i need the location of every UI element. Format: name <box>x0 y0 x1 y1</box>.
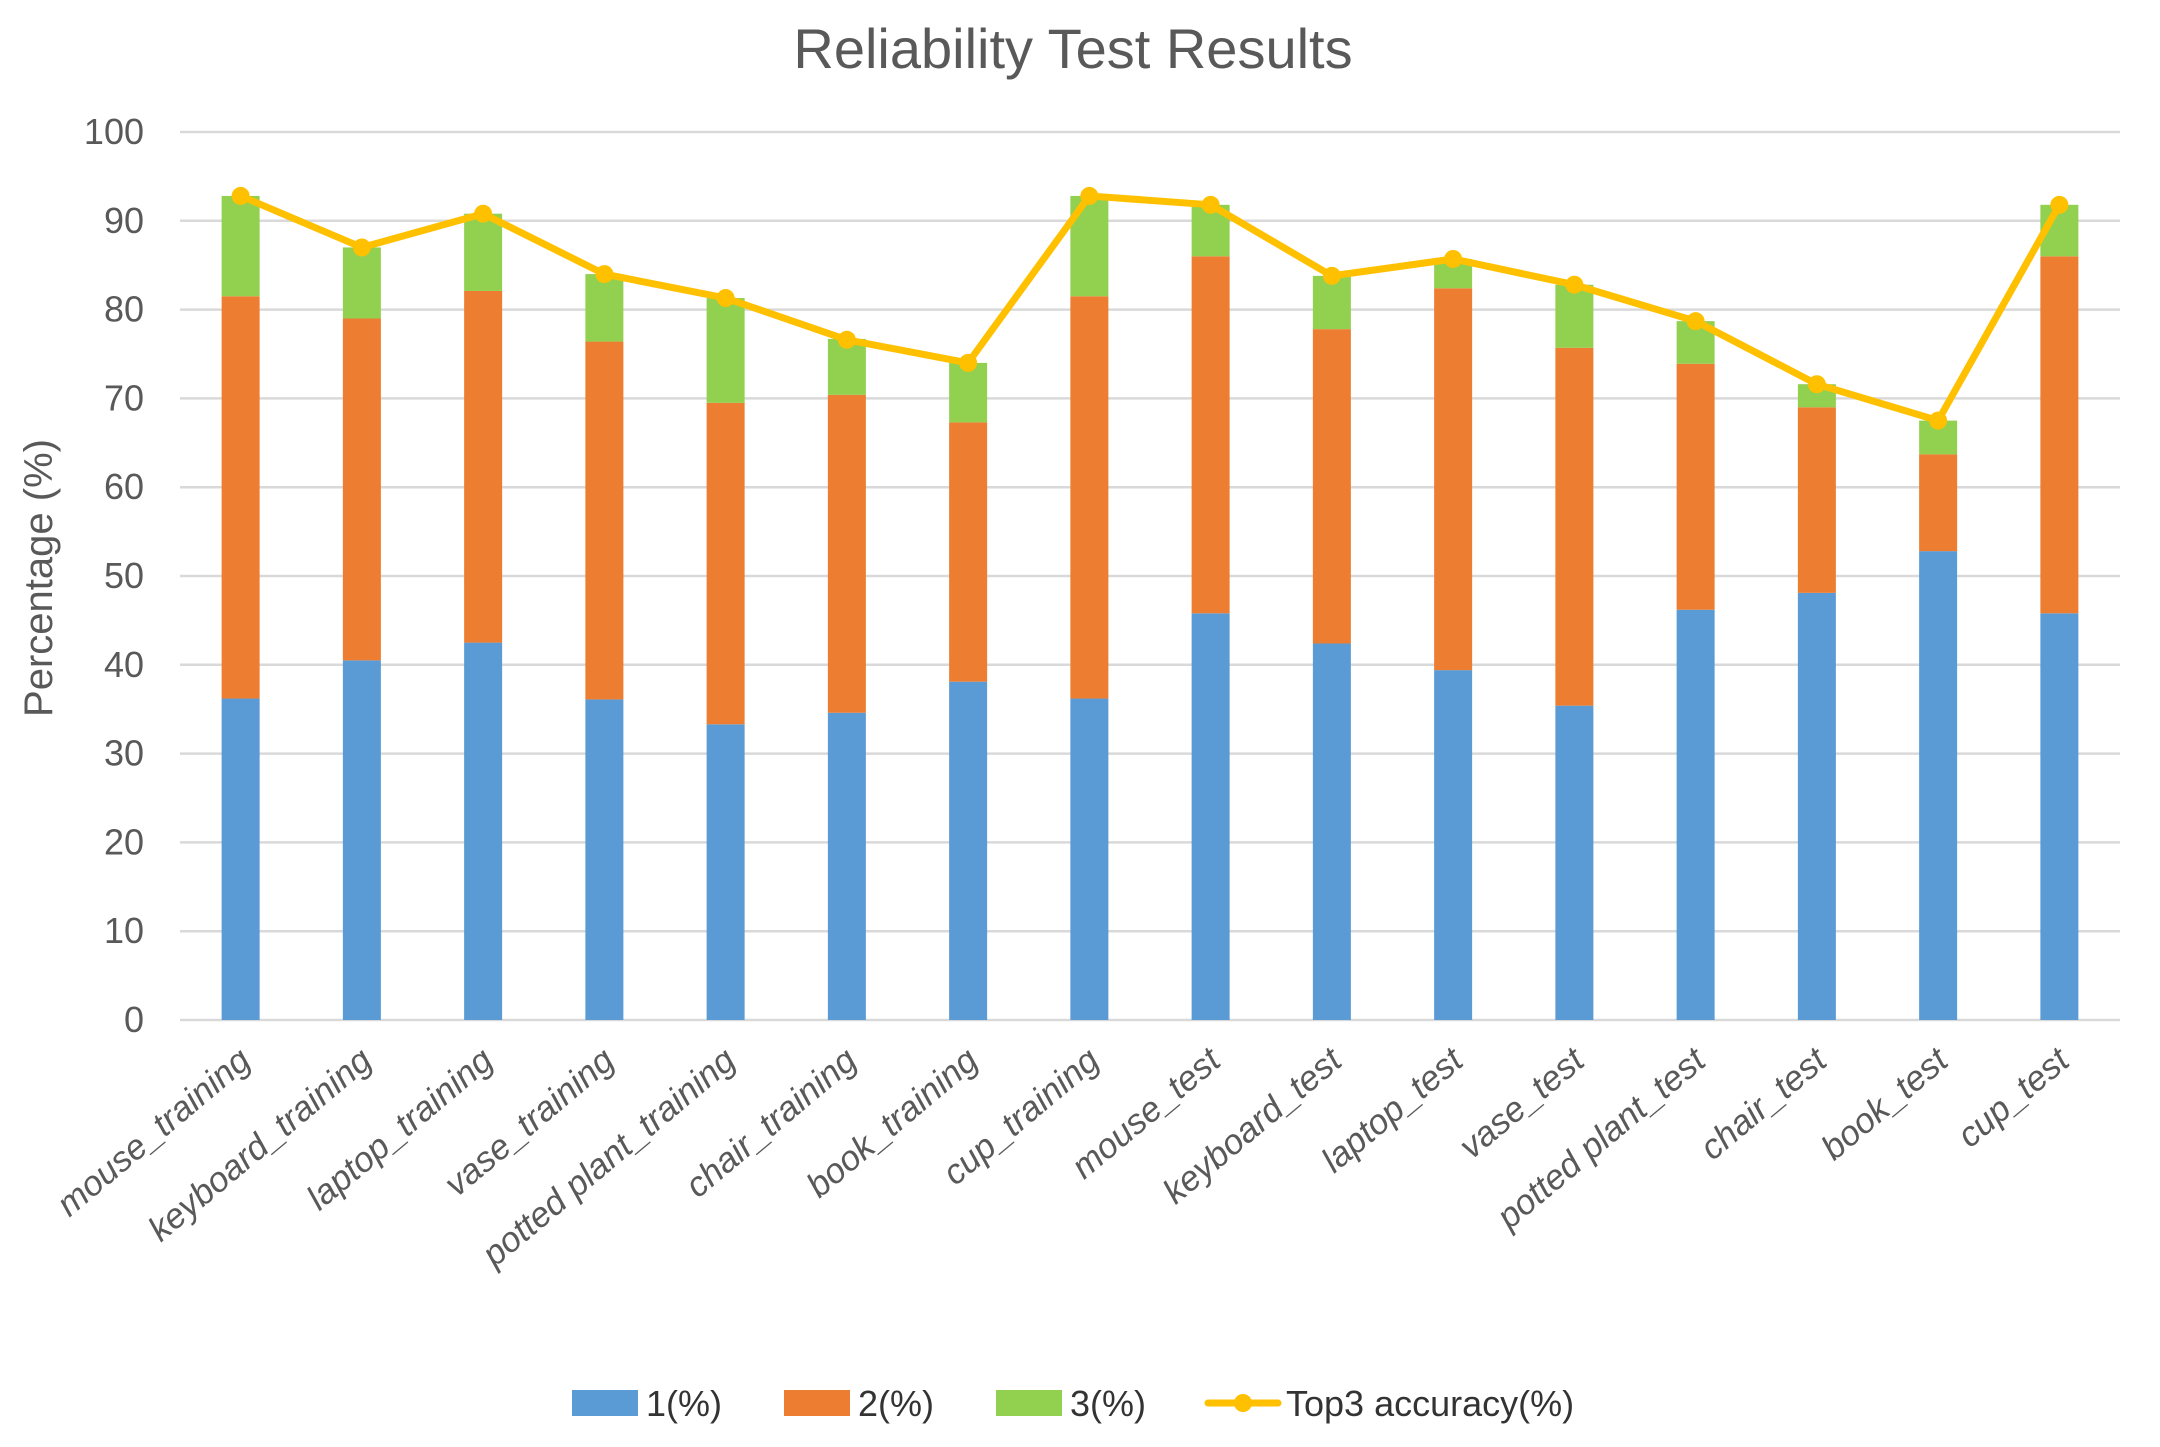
y-tick-label: 90 <box>104 200 144 241</box>
top3-accuracy-point-7 <box>1080 186 1099 205</box>
top3-accuracy-point-11 <box>1565 275 1584 294</box>
bar-series1-10 <box>1434 670 1473 1020</box>
bar-series2-15 <box>2040 256 2079 614</box>
legend: 1(%) 2(%) 3(%) Top3 accuracy(%) <box>572 1383 1574 1424</box>
bar-series1-2 <box>464 642 503 1020</box>
bar-series2-8 <box>1191 256 1230 614</box>
top3-accuracy-point-4 <box>716 289 735 308</box>
top3-accuracy-point-6 <box>959 353 978 372</box>
bar-series1-11 <box>1555 705 1594 1020</box>
bar-series2-5 <box>827 394 866 713</box>
bar-series1-1 <box>342 660 381 1020</box>
gridlines <box>180 130 2120 1022</box>
y-tick-label: 20 <box>104 821 144 862</box>
bar-series1-6 <box>949 681 988 1020</box>
bar-series2-12 <box>1676 363 1715 610</box>
bar-series2-9 <box>1312 329 1351 644</box>
legend-label: Top3 accuracy(%) <box>1286 1383 1574 1424</box>
y-tick-label: 100 <box>84 111 144 152</box>
top3-accuracy-point-0 <box>231 186 250 205</box>
bar-series1-15 <box>2040 613 2079 1020</box>
y-tick-label: 30 <box>104 733 144 774</box>
y-tick-label: 70 <box>104 377 144 418</box>
bar-series2-7 <box>1070 296 1109 699</box>
y-tick-label: 40 <box>104 644 144 685</box>
bar-series1-8 <box>1191 613 1230 1020</box>
bar-series1-13 <box>1797 592 1836 1020</box>
line-series <box>231 186 2069 430</box>
bar-series1-7 <box>1070 698 1109 1020</box>
top3-accuracy-point-9 <box>1322 266 1341 285</box>
bar-series2-6 <box>949 422 988 682</box>
bar-series1-14 <box>1919 551 1958 1020</box>
bar-series2-14 <box>1919 454 1958 552</box>
bar-series1-4 <box>706 724 745 1020</box>
bar-series1-3 <box>585 699 624 1020</box>
legend-label: 2(%) <box>858 1383 934 1424</box>
top3-accuracy-point-3 <box>595 265 614 284</box>
bar-series2-4 <box>706 402 745 725</box>
top3-accuracy-point-5 <box>837 330 856 349</box>
legend-label: 1(%) <box>646 1383 722 1424</box>
bar-series3-1 <box>342 247 381 319</box>
bar-series1-9 <box>1312 643 1351 1020</box>
top3-accuracy-point-2 <box>474 204 493 223</box>
bar-series3-6 <box>949 362 988 423</box>
bar-series <box>221 195 2079 1020</box>
y-tick-label: 10 <box>104 910 144 951</box>
top3-accuracy-point-10 <box>1444 249 1463 268</box>
bar-series3-2 <box>464 213 503 291</box>
bar-series3-0 <box>221 195 260 297</box>
bar-series2-11 <box>1555 347 1594 706</box>
chart-title: Reliability Test Results <box>793 17 1352 80</box>
y-tick-label: 80 <box>104 289 144 330</box>
legend-point-marker <box>1234 1394 1252 1412</box>
y-tick-label: 60 <box>104 466 144 507</box>
top3-accuracy-point-13 <box>1807 375 1826 394</box>
y-tick-label: 50 <box>104 555 144 596</box>
y-tick-label: 0 <box>124 999 144 1040</box>
bar-series1-0 <box>221 698 260 1020</box>
bar-series2-3 <box>585 341 624 700</box>
top3-accuracy-point-14 <box>1929 411 1948 430</box>
top3-accuracy-point-8 <box>1201 195 1220 214</box>
bar-series2-0 <box>221 296 260 699</box>
bar-series2-13 <box>1797 407 1836 593</box>
y-axis-ticks: 0 10 20 30 40 50 60 70 80 90 100 <box>84 111 144 1040</box>
legend-swatch-3 <box>996 1390 1062 1416</box>
legend-swatch-1 <box>572 1390 638 1416</box>
top3-accuracy-point-12 <box>1686 312 1705 331</box>
top3-accuracy-point-15 <box>2050 195 2069 214</box>
bar-series3-11 <box>1555 284 1594 348</box>
legend-label: 3(%) <box>1070 1383 1146 1424</box>
bar-series1-5 <box>827 712 866 1020</box>
bar-series2-10 <box>1434 288 1473 671</box>
bar-series1-12 <box>1676 609 1715 1020</box>
bar-series2-2 <box>464 290 503 643</box>
top3-accuracy-line <box>237 192 2063 425</box>
top3-accuracy-point-1 <box>352 238 371 257</box>
bar-series3-4 <box>706 298 745 403</box>
legend-swatch-2 <box>784 1390 850 1416</box>
y-axis-label: Percentage (%) <box>17 439 61 717</box>
bar-series3-3 <box>585 274 624 342</box>
bar-series2-1 <box>342 318 381 661</box>
